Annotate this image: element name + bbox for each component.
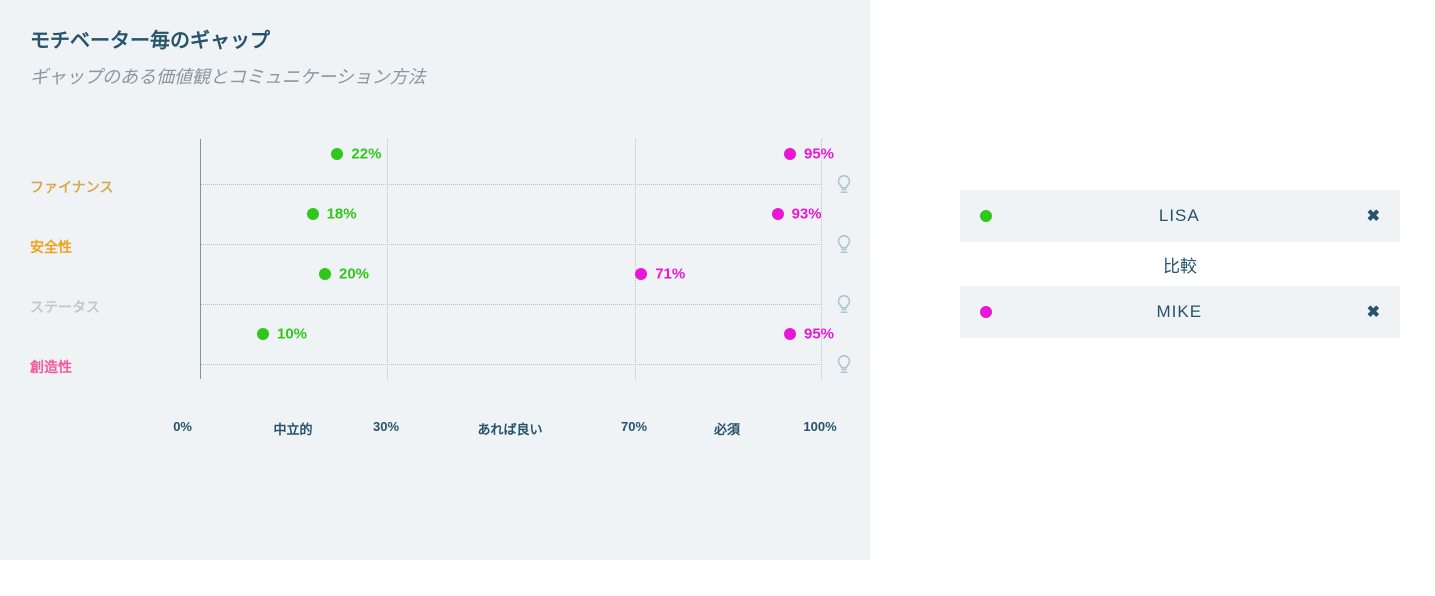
gridline-vertical	[635, 139, 636, 379]
legend-name-mike: MIKE	[992, 302, 1367, 322]
row-label: ファイナンス	[30, 177, 113, 197]
x-axis-tick: 必須	[714, 419, 740, 438]
x-axis-tick: 70%	[621, 419, 647, 434]
data-point-label: 10%	[277, 326, 307, 343]
gridline-horizontal	[201, 364, 820, 365]
data-point-label: 95%	[804, 146, 834, 163]
chart-body: ファイナンス安全性ステータス創造性 22% 95% 18% 93% 20% 71% 10% 9…	[30, 139, 840, 439]
x-axis-tick: 30%	[373, 419, 399, 434]
data-point-label: 20%	[339, 266, 369, 283]
gridline-horizontal	[201, 304, 820, 305]
data-point	[784, 148, 796, 160]
data-point-label: 22%	[351, 146, 381, 163]
gridline-horizontal	[201, 184, 820, 185]
lightbulb-icon[interactable]	[833, 233, 855, 255]
row-label: 安全性	[30, 237, 72, 257]
lightbulb-icon[interactable]	[833, 293, 855, 315]
data-point	[772, 208, 784, 220]
close-icon[interactable]: ✖	[1367, 206, 1380, 226]
data-point	[331, 148, 343, 160]
legend-dot-mike	[980, 306, 992, 318]
legend-item-mike[interactable]: MIKE ✖	[960, 286, 1400, 338]
chart-panel: モチベーター毎のギャップ ギャップのある価値観とコミュニケーション方法 ファイナ…	[0, 0, 870, 560]
x-axis-tick: 100%	[803, 419, 836, 434]
x-axis-tick: 中立的	[273, 419, 312, 438]
gridline-vertical	[387, 139, 388, 379]
x-axis: 0%中立的30%あれば良い70%必須100%	[200, 419, 820, 439]
data-point-label: 18%	[327, 206, 357, 223]
data-point	[635, 268, 647, 280]
data-point	[784, 328, 796, 340]
chart-title: モチベーター毎のギャップ	[30, 24, 840, 53]
legend-compare-label: 比較	[960, 242, 1400, 286]
row-label: ステータス	[30, 297, 100, 317]
plot-area: 22%95%18%93%20%71%10%95%	[200, 139, 820, 379]
legend-panel: LISA ✖ 比較 MIKE ✖	[960, 190, 1400, 338]
gridline-horizontal	[201, 244, 820, 245]
data-point-label: 71%	[655, 266, 685, 283]
data-point	[257, 328, 269, 340]
close-icon[interactable]: ✖	[1367, 302, 1380, 322]
lightbulb-icon[interactable]	[833, 173, 855, 195]
x-axis-tick: 0%	[173, 419, 192, 434]
data-point-label: 93%	[792, 206, 822, 223]
gridline-vertical	[821, 139, 822, 379]
lightbulb-icon[interactable]	[833, 353, 855, 375]
x-axis-tick: あれば良い	[477, 419, 542, 438]
chart-subtitle: ギャップのある価値観とコミュニケーション方法	[30, 63, 840, 89]
legend-name-lisa: LISA	[992, 206, 1367, 226]
row-label: 創造性	[30, 357, 72, 377]
legend-dot-lisa	[980, 210, 992, 222]
data-point	[307, 208, 319, 220]
data-point-label: 95%	[804, 326, 834, 343]
data-point	[319, 268, 331, 280]
legend-item-lisa[interactable]: LISA ✖	[960, 190, 1400, 242]
